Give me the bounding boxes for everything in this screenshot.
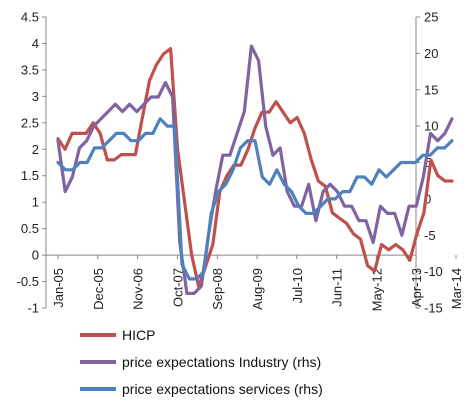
right-y-tick-label: 15 (424, 82, 438, 97)
left-y-tick-label: 3.5 (21, 62, 39, 77)
x-tick-label: Nov-06 (131, 268, 146, 310)
left-y-tick-label: -1 (27, 301, 39, 316)
right-y-tick-label: 5 (424, 155, 431, 170)
x-tick-label: Oct-07 (170, 268, 185, 307)
left-y-tick-label: 2.5 (21, 115, 39, 130)
right-y-tick-label: 10 (424, 119, 438, 134)
left-y-tick-label: 3 (32, 89, 39, 104)
x-tick-label: Aug-09 (250, 268, 265, 310)
right-y-tick-label: -15 (424, 301, 443, 316)
left-y-tick-label: 0.5 (21, 221, 39, 236)
right-y-tick-label: 20 (424, 46, 438, 61)
series-lines (56, 44, 454, 295)
legend-label: HICP (122, 327, 155, 343)
x-tick-label: Mar-14 (449, 268, 464, 309)
left-y-tick-label: 4 (32, 36, 39, 51)
left-y-tick-label: -0.5 (17, 274, 39, 289)
x-tick-label: Dec-05 (91, 268, 106, 310)
right-y-tick-label: 25 (424, 10, 438, 25)
x-tick-label: May-12 (369, 268, 384, 311)
x-tick-label: Jul-10 (290, 268, 305, 303)
x-tick-label: Apr-13 (409, 268, 424, 307)
left-y-tick-labels: -1 -0.5 0 0.5 1 1.5 2 2.5 3 3.5 4 4.5 (17, 10, 46, 316)
left-y-tick-label: 4.5 (21, 10, 39, 25)
series-line (56, 44, 454, 295)
right-y-tick-label: -10 (424, 264, 443, 279)
chart-axes (45, 17, 417, 308)
right-y-tick-label: -5 (424, 228, 436, 243)
left-y-tick-label: 2 (32, 142, 39, 157)
legend-label: price expectations services (rhs) (122, 381, 323, 397)
x-tick-label: Jan-05 (51, 268, 66, 308)
right-y-tick-label: 0 (424, 191, 431, 206)
left-y-tick-label: 0 (32, 248, 39, 263)
x-tick-label: Jun-11 (330, 268, 345, 307)
series-line (56, 47, 454, 289)
left-y-tick-label: 1 (32, 195, 39, 210)
x-tick-label: Sep-08 (210, 268, 225, 310)
x-tick-labels: Jan-05 Dec-05 Nov-06 Oct-07 Sep-08 Aug-09 Jul-… (51, 255, 464, 311)
series-line (56, 117, 454, 281)
left-y-tick-label: 1.5 (21, 168, 39, 183)
legend-label: price expectations Industry (rhs) (122, 354, 321, 370)
legend: HICP price expectations Industry (rhs) pri… (80, 327, 323, 397)
right-y-tick-labels: -15 -10 -5 0 5 10 15 20 25 (416, 10, 443, 316)
